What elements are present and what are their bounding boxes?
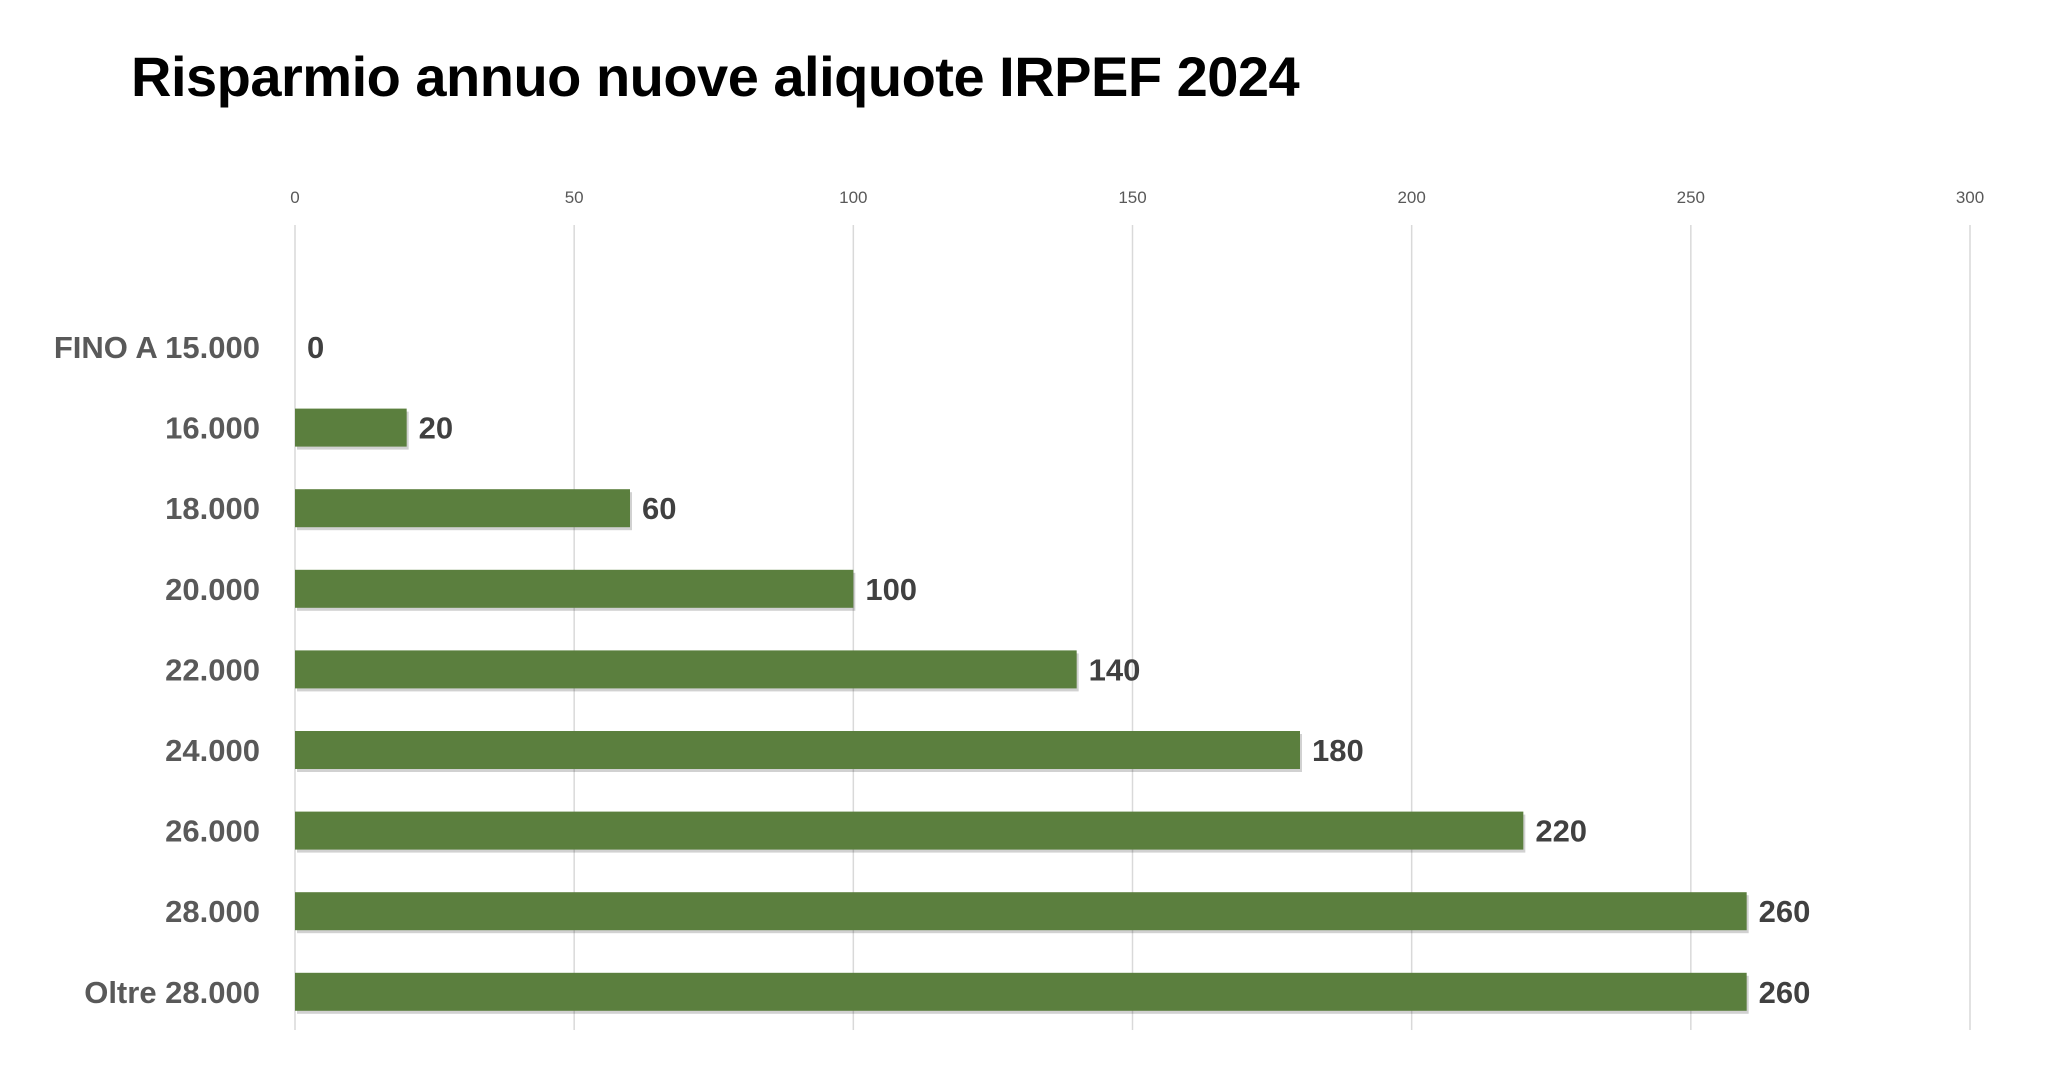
data-label: 260 [1759, 894, 1811, 929]
bar [295, 892, 1747, 931]
bars [295, 408, 1749, 1014]
x-tick-label: 200 [1397, 188, 1425, 207]
bar [295, 650, 1077, 689]
x-tick-label: 300 [1956, 188, 1984, 207]
category-label: 26.000 [165, 814, 260, 849]
bar [295, 731, 1300, 769]
bar [295, 811, 1524, 850]
data-label: 0 [307, 330, 324, 365]
x-tick-label: 100 [839, 188, 867, 207]
category-labels: FINO A 15.000 16.000 18.000 20.000 22.000 24.… [54, 330, 260, 1010]
data-label: 220 [1535, 814, 1587, 849]
x-tick-label: 0 [290, 188, 299, 207]
data-label: 100 [865, 572, 917, 607]
data-labels: 0 20 60 100 140 180 220 260 260 [307, 330, 1810, 1010]
x-axis-ticks: 0 50 100 150 200 250 300 [290, 188, 1984, 207]
data-label: 20 [419, 411, 453, 446]
x-tick-label: 50 [565, 188, 584, 207]
bar [295, 408, 407, 447]
bar [295, 972, 1747, 1011]
category-label: Oltre 28.000 [84, 975, 260, 1010]
data-label: 260 [1759, 975, 1811, 1010]
chart-title: Risparmio annuo nuove aliquote IRPEF 202… [131, 45, 1300, 108]
category-label: 16.000 [165, 411, 260, 446]
category-label: 24.000 [165, 733, 260, 768]
category-label: FINO A 15.000 [54, 330, 260, 365]
bar [295, 489, 630, 528]
category-label: 22.000 [165, 652, 260, 687]
category-label: 28.000 [165, 894, 260, 929]
data-label: 180 [1312, 733, 1364, 768]
bar [295, 569, 854, 608]
data-label: 140 [1089, 652, 1141, 687]
category-label: 18.000 [165, 491, 260, 526]
data-label: 60 [642, 491, 676, 526]
x-tick-label: 150 [1118, 188, 1146, 207]
category-label: 20.000 [165, 572, 260, 607]
x-tick-label: 250 [1677, 188, 1705, 207]
